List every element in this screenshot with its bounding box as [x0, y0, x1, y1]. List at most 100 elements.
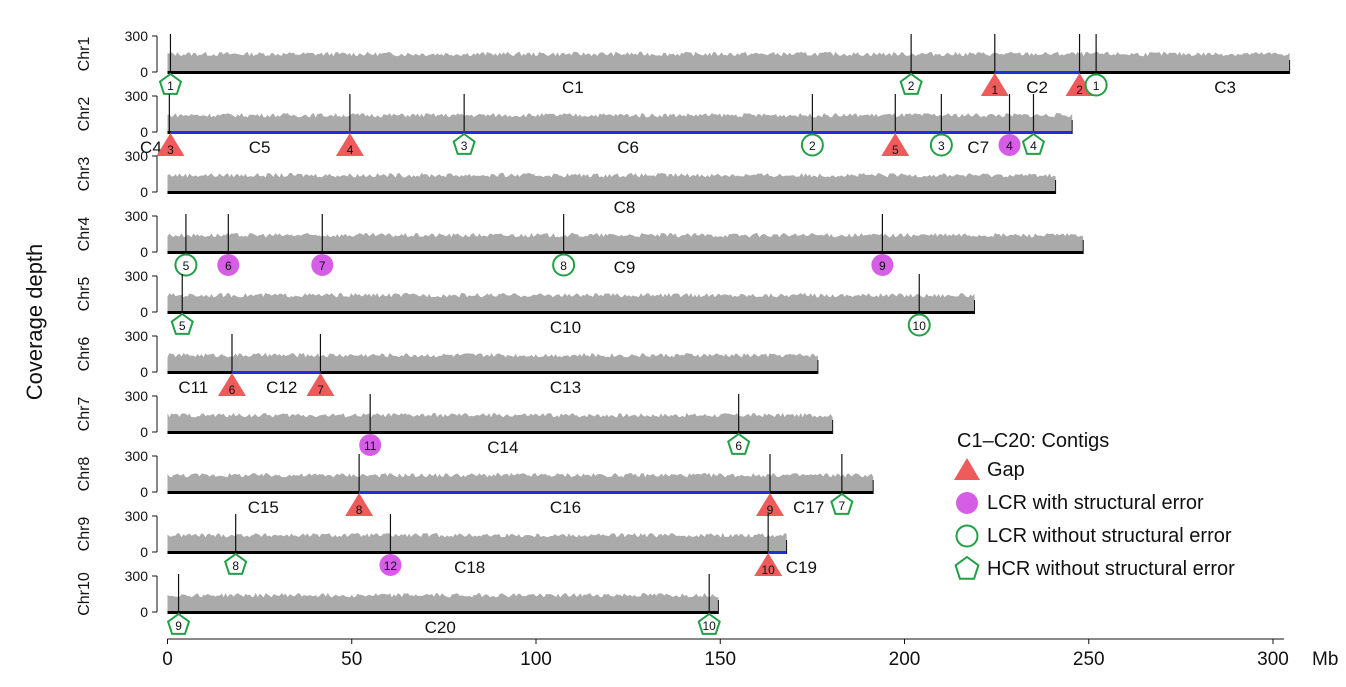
marker-label: 6 [225, 259, 232, 273]
lcr-error-circle-icon [379, 554, 402, 576]
legend-hcr-icon [954, 555, 980, 580]
contig-label-c9: C9 [614, 258, 636, 277]
y-axis-label: Coverage depth [22, 244, 47, 401]
hcr-pentagon-icon [1021, 132, 1046, 155]
coverage-area [167, 352, 818, 372]
marker-lcr_ok-5: 5 [174, 253, 198, 277]
marker-label: 6 [735, 439, 742, 453]
lcr-error-circle-icon [871, 254, 894, 276]
chromosome-name: Chr2 [76, 97, 93, 132]
marker-label: 4 [347, 143, 354, 157]
lcr-error-circle-icon [311, 254, 334, 276]
y-tick-label: 300 [125, 328, 149, 344]
marker-label: 7 [317, 383, 324, 397]
marker-gap-6: 6 [217, 373, 246, 397]
marker-label: 9 [767, 503, 774, 517]
contig-label-c20: C20 [425, 618, 456, 637]
marker-label: 3 [167, 143, 174, 157]
lcr-ok-circle-icon [929, 133, 953, 157]
contig-label-c19: C19 [786, 558, 817, 577]
contig-label-c18: C18 [454, 558, 485, 577]
x-tick-label: 300 [1257, 649, 1289, 670]
legend-lcr-error-icon [956, 492, 978, 514]
chromosome-chr6: Chr6 300 0 C11 C12 C13 6 7 [76, 328, 819, 397]
marker-lcr_err-9: 9 [871, 254, 894, 276]
chromosome-chr10: Chr10 300 0 C20 9 10 [76, 568, 721, 637]
y-tick-label: 0 [140, 64, 148, 80]
hcr-pentagon-icon [830, 492, 854, 515]
x-tick-label: 100 [520, 649, 552, 670]
chromosome-chr8: Chr8 300 0 C15 C16 C17 8 9 7 [76, 448, 874, 517]
contig-label-c16: C16 [550, 498, 581, 517]
marker-label: 3 [461, 139, 468, 153]
gap-triangle-icon [306, 373, 335, 396]
marker-gap-9: 9 [755, 493, 784, 517]
hcr-pentagon-icon [166, 612, 191, 635]
contig-label-c8: C8 [614, 198, 636, 217]
marker-lcr_ok-3: 3 [929, 133, 953, 157]
legend-title: C1–C20: Contigs [957, 430, 1109, 452]
marker-label: 2 [908, 79, 915, 93]
y-tick-label: 300 [125, 148, 149, 164]
contig-label-c5: C5 [249, 138, 271, 157]
y-tick-label: 300 [125, 508, 149, 524]
contig-label-c17: C17 [793, 498, 824, 517]
marker-hcr-10: 10 [697, 612, 721, 635]
marker-label: 1 [167, 79, 174, 93]
contig-label-c11: C11 [178, 378, 208, 397]
hcr-pentagon-icon [727, 432, 751, 455]
marker-lcr_ok-10: 10 [907, 313, 931, 337]
x-axis: 0 50 100 150 200 250 300 Mb [162, 638, 1338, 670]
y-tick-label: 300 [125, 448, 149, 464]
coverage-area [167, 232, 1084, 252]
legend-item-label: HCR without structural error [987, 558, 1235, 580]
y-tick-label: 300 [125, 208, 149, 224]
contig-label-c7: C7 [967, 138, 989, 157]
marker-label: 4 [1006, 139, 1013, 153]
coverage-area [167, 472, 874, 492]
marker-label: 12 [384, 559, 398, 573]
legend-lcr-ok-icon [955, 524, 979, 548]
marker-label: 8 [560, 259, 567, 273]
marker-hcr-9: 9 [166, 612, 191, 635]
marker-label: 9 [879, 259, 886, 273]
marker-gap-3: 3 [156, 133, 185, 157]
y-tick-label: 0 [140, 124, 148, 140]
marker-label: 3 [938, 139, 945, 153]
contig-label-c14: C14 [487, 438, 518, 457]
marker-label: 6 [229, 383, 236, 397]
contig-label-c10: C10 [550, 318, 581, 337]
y-tick-label: 300 [125, 268, 149, 284]
x-tick-label: 250 [1073, 649, 1105, 670]
marker-gap-5: 5 [881, 133, 910, 157]
marker-label: 8 [232, 559, 239, 573]
y-tick-label: 0 [140, 304, 148, 320]
hcr-pentagon-icon [158, 72, 183, 95]
chromosome-chr9: Chr9 300 0 C18 C19 8 12 10 [76, 508, 817, 577]
lcr-ok-circle-icon [800, 133, 824, 157]
marker-label: 1 [1093, 79, 1100, 93]
marker-gap-7: 7 [306, 373, 335, 397]
marker-label: 2 [1076, 83, 1083, 97]
marker-gap-10: 10 [754, 553, 783, 577]
contig-label-c6: C6 [617, 138, 639, 157]
coverage-area [167, 592, 719, 612]
marker-gap-1: 1 [980, 73, 1009, 97]
y-tick-label: 300 [125, 88, 149, 104]
x-tick-label: 150 [704, 649, 736, 670]
chromosome-chr5: Chr5 300 0 C10 5 10 [76, 268, 976, 337]
lcr-error-circle-icon [217, 254, 240, 276]
contig-label-c13: C13 [550, 378, 581, 397]
chromosome-name: Chr1 [76, 37, 93, 72]
marker-hcr-8: 8 [224, 552, 248, 575]
marker-hcr-4: 4 [1021, 132, 1046, 155]
chromosome-name: Chr10 [76, 572, 93, 616]
coverage-area [167, 412, 833, 432]
chromosome-chr7: Chr7 300 0 C14 11 6 [76, 388, 834, 457]
chromosome-name: Chr6 [76, 337, 93, 372]
chromosome-chr3: Chr3 300 0 C8 [76, 148, 1057, 217]
marker-hcr-5: 5 [170, 312, 194, 335]
contig-label-c3: C3 [1214, 78, 1236, 97]
